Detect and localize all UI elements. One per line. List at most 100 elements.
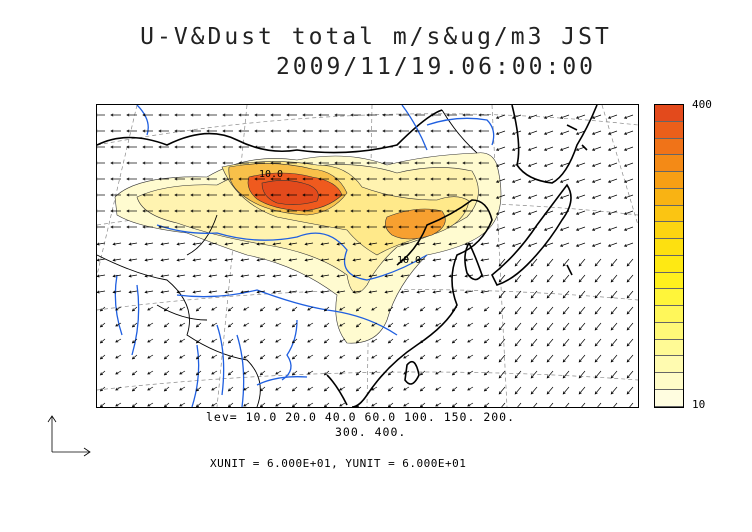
wind-vector-head bbox=[416, 258, 420, 262]
wind-vector-head bbox=[339, 323, 343, 327]
wind-vector-head bbox=[623, 227, 628, 231]
wind-vector bbox=[530, 258, 538, 267]
wind-vector-head bbox=[530, 327, 534, 331]
wind-vector-head bbox=[480, 242, 484, 246]
wind-vector bbox=[371, 370, 378, 375]
wind-vector-head bbox=[498, 343, 502, 347]
wind-vector-head bbox=[224, 258, 228, 262]
wind-vector-head bbox=[578, 263, 582, 267]
wind-vector bbox=[257, 274, 266, 277]
wind-vector bbox=[371, 386, 378, 391]
wind-vector-head bbox=[430, 129, 434, 133]
wind-vector-head bbox=[206, 193, 210, 197]
wind-vector-head bbox=[272, 274, 276, 278]
wind-vector-head bbox=[448, 274, 452, 278]
wind-vector-head bbox=[142, 225, 146, 229]
wind-vector-head bbox=[403, 323, 407, 327]
wind-vector bbox=[356, 370, 362, 376]
wind-vector bbox=[403, 338, 410, 343]
wind-vector bbox=[161, 274, 170, 277]
wind-vector-head bbox=[626, 311, 630, 315]
wind-vector bbox=[132, 386, 138, 392]
wind-vector-head bbox=[546, 295, 550, 299]
wind-vector bbox=[321, 274, 330, 277]
wind-vector bbox=[179, 306, 186, 311]
wind-vector bbox=[209, 258, 218, 261]
wind-vector-head bbox=[238, 113, 242, 117]
wind-vector bbox=[179, 386, 186, 391]
wind-vector bbox=[578, 338, 586, 347]
wind-vector-head bbox=[254, 161, 258, 165]
wind-vector bbox=[305, 258, 314, 261]
wind-vector-head bbox=[320, 258, 324, 262]
wind-vector bbox=[356, 402, 362, 407]
wind-vector-head bbox=[275, 339, 279, 343]
wind-vector-head bbox=[530, 375, 534, 379]
wind-vector-head bbox=[147, 307, 151, 311]
graticule bbox=[97, 105, 638, 407]
wind-vector-head bbox=[478, 193, 482, 197]
contour-levels-line2: 300. 400. bbox=[335, 425, 407, 439]
wind-vector-head bbox=[594, 391, 598, 395]
wind-vector-head bbox=[243, 371, 247, 375]
wind-vector-head bbox=[208, 258, 212, 262]
wind-vector-head bbox=[350, 225, 354, 229]
wind-vector-head bbox=[527, 211, 532, 215]
wind-vector bbox=[626, 306, 634, 315]
wind-vector-head bbox=[371, 323, 375, 327]
dust-concentration bbox=[114, 152, 502, 344]
color-scale-step bbox=[655, 239, 683, 256]
wind-vector-head bbox=[594, 343, 598, 347]
wind-vector bbox=[228, 338, 234, 344]
wind-vector-head bbox=[302, 193, 306, 197]
wind-vector-head bbox=[530, 295, 534, 299]
wind-vector-head bbox=[323, 356, 327, 360]
wind-vector bbox=[528, 226, 538, 231]
wind-vector-head bbox=[366, 177, 370, 181]
wind-vector-head bbox=[478, 161, 482, 165]
wind-vector bbox=[592, 210, 602, 215]
wind-vector-head bbox=[435, 323, 439, 327]
wind-vector-head bbox=[147, 339, 151, 343]
wind-vector-head bbox=[451, 340, 455, 344]
wind-vector-head bbox=[414, 209, 418, 213]
wind-vector bbox=[401, 274, 410, 277]
wind-vector bbox=[339, 386, 346, 391]
wind-vector-head bbox=[607, 163, 612, 167]
wind-vector bbox=[417, 258, 426, 261]
wind-vector bbox=[608, 226, 618, 231]
wind-vector-head bbox=[607, 195, 612, 199]
wind-vector-head bbox=[495, 195, 500, 199]
wind-vector bbox=[371, 322, 378, 327]
wind-vector-head bbox=[591, 147, 596, 151]
wind-vector bbox=[211, 402, 218, 407]
wind-vector-head bbox=[446, 193, 450, 197]
wind-vector-head bbox=[591, 211, 596, 215]
wind-vector-head bbox=[398, 193, 402, 197]
wind-vector-head bbox=[112, 290, 116, 294]
wind-vector-head bbox=[419, 388, 423, 392]
wind-vector bbox=[498, 370, 506, 379]
wind-vector-head bbox=[179, 323, 183, 327]
wind-vector bbox=[452, 402, 458, 407]
wind-vector bbox=[613, 402, 618, 407]
wind-vector bbox=[496, 194, 506, 199]
dust-level-150 bbox=[385, 208, 446, 240]
wind-vector bbox=[193, 242, 202, 245]
wind-vector-head bbox=[243, 387, 247, 391]
wind-vector-head bbox=[384, 290, 388, 294]
wind-vector-head bbox=[272, 258, 276, 262]
wind-vector bbox=[356, 354, 362, 360]
wind-vector-head bbox=[334, 113, 338, 117]
wind-vector bbox=[546, 258, 554, 267]
wind-vector-head bbox=[623, 131, 628, 135]
wind-vector-head bbox=[307, 387, 311, 391]
wind-vector bbox=[465, 242, 474, 245]
wind-vector bbox=[321, 242, 330, 245]
wind-vector bbox=[624, 146, 634, 151]
wind-vector-head bbox=[355, 356, 359, 360]
wind-vector-head bbox=[307, 371, 311, 375]
wind-vector bbox=[544, 178, 554, 183]
wind-vector bbox=[257, 242, 266, 245]
wind-vector-head bbox=[448, 290, 452, 294]
